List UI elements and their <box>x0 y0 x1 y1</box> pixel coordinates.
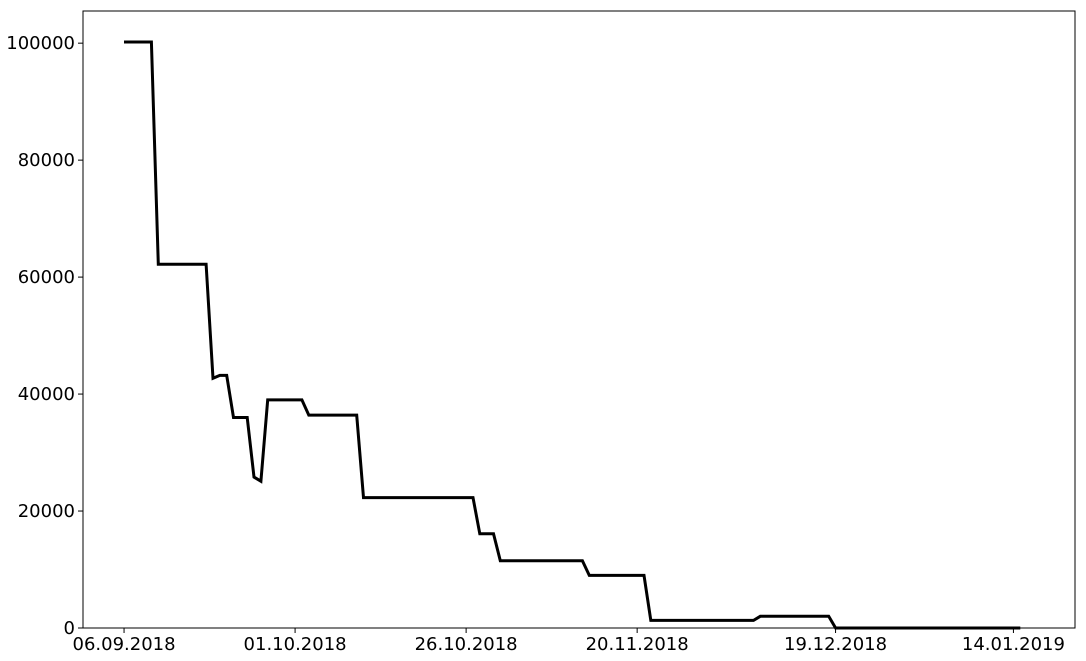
y-axis: 0 20000 40000 60000 80000 100000 <box>6 33 83 639</box>
y-tick-label: 40000 <box>18 384 75 405</box>
plot-data <box>124 40 1021 630</box>
x-tick-label: 20.11.2018 <box>586 634 689 655</box>
x-tick-label: 19.12.2018 <box>784 634 887 655</box>
x-axis: 06.09.2018 01.10.2018 26.10.2018 20.11.2018… <box>73 628 1065 655</box>
series-line-1 <box>124 40 1021 630</box>
y-tick-label: 100000 <box>6 33 75 54</box>
y-tick-label: 60000 <box>18 267 75 288</box>
x-tick-label: 26.10.2018 <box>415 634 518 655</box>
x-tick-label: 06.09.2018 <box>73 634 176 655</box>
y-tick-label: 20000 <box>18 501 75 522</box>
y-tick-label: 80000 <box>18 150 75 171</box>
x-tick-label: 14.01.2019 <box>962 634 1065 655</box>
y-tick-label: 0 <box>64 618 75 639</box>
plot-frame <box>82 10 1076 629</box>
x-tick-label: 01.10.2018 <box>244 634 347 655</box>
